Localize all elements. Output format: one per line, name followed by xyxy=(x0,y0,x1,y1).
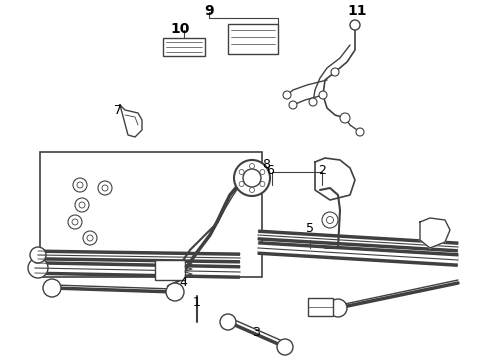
Circle shape xyxy=(87,235,93,241)
Polygon shape xyxy=(315,158,355,200)
Circle shape xyxy=(72,219,78,225)
Circle shape xyxy=(249,188,254,193)
Circle shape xyxy=(340,113,350,123)
Circle shape xyxy=(322,212,338,228)
Circle shape xyxy=(28,258,48,278)
Bar xyxy=(40,152,262,277)
Circle shape xyxy=(239,181,244,186)
Circle shape xyxy=(331,68,339,76)
Circle shape xyxy=(68,215,82,229)
Text: 10: 10 xyxy=(171,22,190,36)
Circle shape xyxy=(239,170,244,175)
Circle shape xyxy=(326,216,334,224)
Circle shape xyxy=(260,170,265,175)
Circle shape xyxy=(83,231,97,245)
Circle shape xyxy=(79,202,85,208)
Circle shape xyxy=(329,299,347,317)
Bar xyxy=(155,260,185,280)
Bar xyxy=(308,298,333,316)
Text: 1: 1 xyxy=(193,296,201,309)
Text: 8: 8 xyxy=(262,158,270,171)
Circle shape xyxy=(75,198,89,212)
Text: 9: 9 xyxy=(204,4,214,18)
Bar xyxy=(163,38,205,56)
Text: 3: 3 xyxy=(252,325,260,338)
Circle shape xyxy=(309,98,317,106)
Circle shape xyxy=(243,169,261,187)
Circle shape xyxy=(289,101,297,109)
Circle shape xyxy=(277,339,293,355)
Bar xyxy=(228,24,278,54)
Circle shape xyxy=(319,91,327,99)
Text: 4: 4 xyxy=(179,275,187,288)
Text: 2: 2 xyxy=(318,163,326,176)
Circle shape xyxy=(234,160,270,196)
Polygon shape xyxy=(120,105,142,137)
Text: 7: 7 xyxy=(114,104,122,117)
Text: 6: 6 xyxy=(266,163,274,176)
Circle shape xyxy=(98,181,112,195)
Circle shape xyxy=(102,185,108,191)
Circle shape xyxy=(283,91,291,99)
Circle shape xyxy=(356,128,364,136)
Circle shape xyxy=(220,314,236,330)
Circle shape xyxy=(30,247,46,263)
Circle shape xyxy=(260,181,265,186)
Circle shape xyxy=(43,279,61,297)
Text: 11: 11 xyxy=(347,4,367,18)
Circle shape xyxy=(166,283,184,301)
Polygon shape xyxy=(420,218,450,248)
Circle shape xyxy=(350,20,360,30)
Circle shape xyxy=(73,178,87,192)
Text: 5: 5 xyxy=(306,221,314,234)
Circle shape xyxy=(249,163,254,168)
Circle shape xyxy=(77,182,83,188)
